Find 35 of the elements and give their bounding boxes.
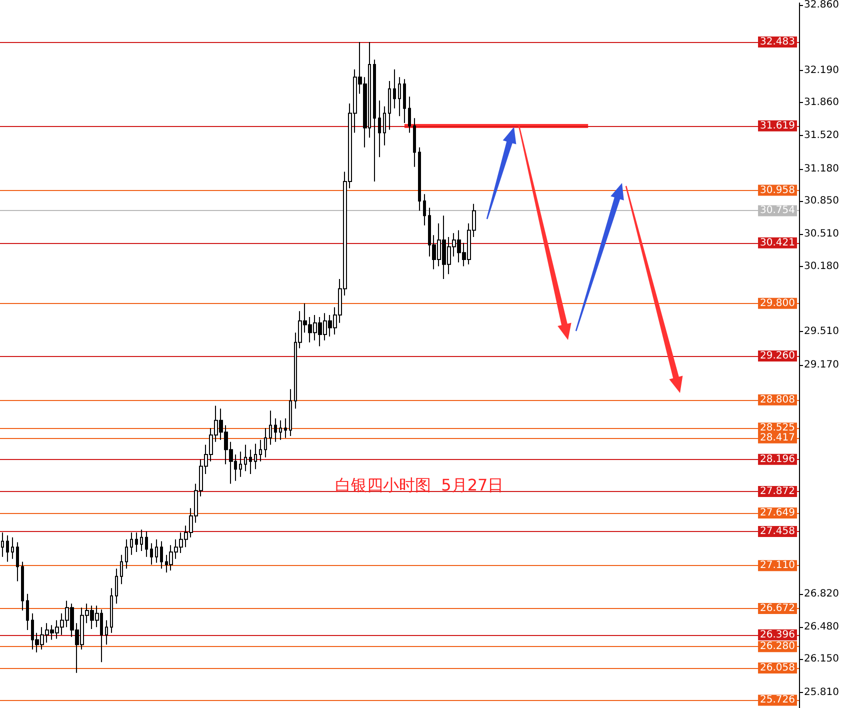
text: 白银四小时图 5月27日 [335,476,504,494]
y-tick-label: 25.810 [804,686,840,698]
ref-line-label: 28.417 [760,432,796,444]
y-tick-label: 31.860 [804,97,840,108]
ref-line-label: 29.800 [760,298,796,309]
ref-line-label: 30.421 [760,237,796,248]
y-tick-label: 26.150 [804,654,840,665]
ref-line-label: 30.958 [760,184,796,196]
ref-line-label: 27.872 [760,486,796,498]
y-tick-label: 29.510 [804,326,840,338]
y-tick-label: 26.480 [804,622,840,633]
y-tick-label: 30.180 [804,260,840,272]
ref-line-label: 26.672 [760,603,796,614]
y-tick-label: 31.520 [804,130,840,142]
y-tick-label: 31.180 [804,163,840,174]
y-tick-label: 32.860 [804,0,840,10]
ref-line-label: 27.458 [760,526,796,538]
y-tick-label: 29.170 [804,359,840,370]
ref-line-label: 28.525 [760,422,796,434]
ref-line-label: 31.619 [760,120,796,132]
ref-line-label: 27.110 [760,560,796,572]
ref-line-label: 26.396 [760,629,796,640]
ref-line-label: 25.726 [760,694,796,706]
ref-line-label: 28.196 [760,454,796,465]
ref-line-label: 32.483 [760,36,796,48]
y-tick-label: 26.820 [804,588,840,600]
y-tick-label: 32.190 [804,64,840,76]
y-tick-label: 30.510 [804,228,840,240]
ref-line-label: 29.260 [760,350,796,362]
ref-line-label: 28.808 [760,394,796,406]
ref-line-label: 26.280 [760,641,796,652]
ref-line-label: 30.754 [760,205,796,216]
ref-line-label: 27.649 [760,507,796,518]
ref-line-label: 26.058 [760,662,796,674]
y-tick-label: 30.850 [804,195,840,206]
